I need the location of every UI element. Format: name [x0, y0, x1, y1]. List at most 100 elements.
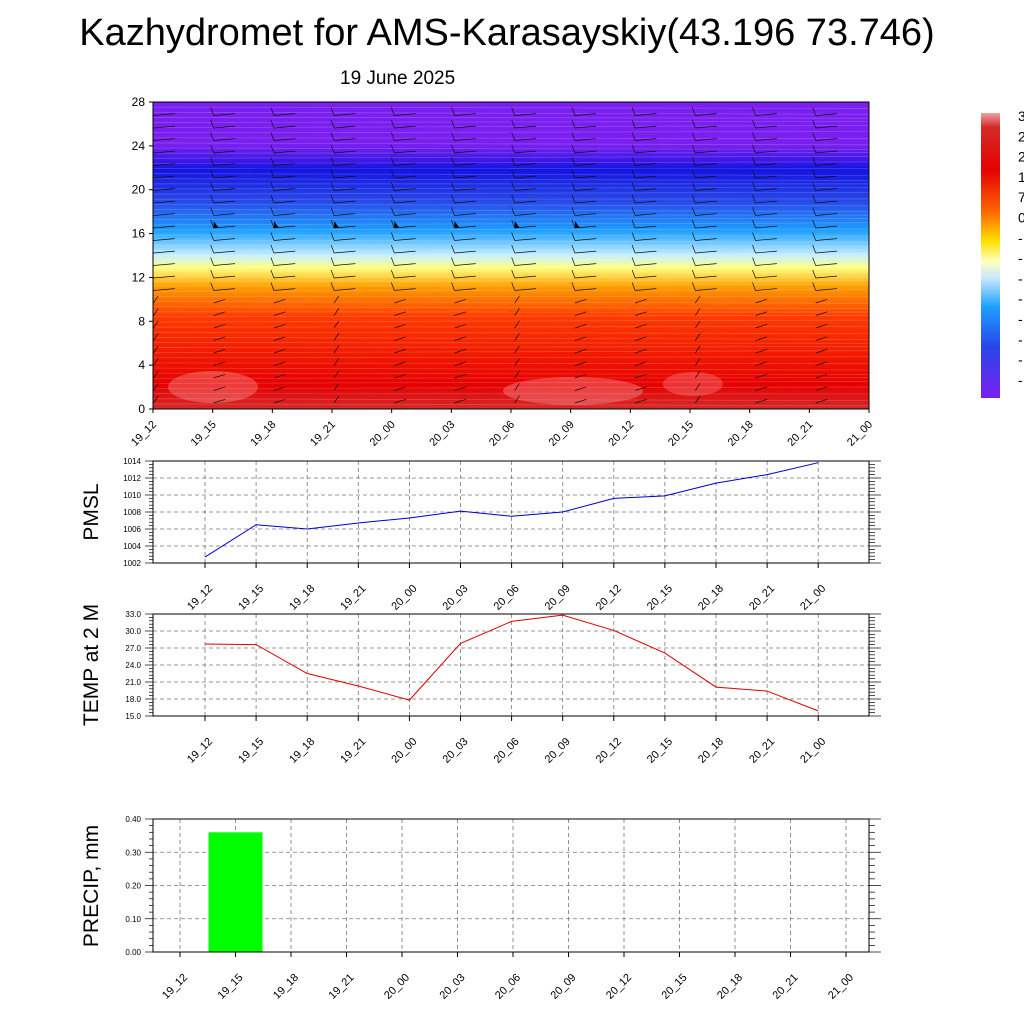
wind-barb: [635, 175, 657, 179]
wind-barb: [394, 113, 416, 116]
wind-barb-feather: [390, 207, 395, 216]
wind-barb: [635, 125, 657, 129]
wind-barb-feather: [571, 232, 576, 241]
contour-line: [153, 367, 869, 371]
wind-barb: [273, 263, 296, 266]
wind-barb: [273, 288, 296, 291]
wind-barb: [213, 361, 226, 366]
wind-barb: [333, 320, 340, 329]
x-tick-label: 20_06: [492, 583, 522, 613]
wind-barb-feather: [812, 269, 817, 279]
wind-barb: [755, 238, 777, 241]
x-tick-label: 19_15: [236, 736, 266, 766]
wind-barb-feather: [571, 157, 576, 166]
wind-barb: [815, 213, 838, 216]
wind-barb: [635, 263, 657, 266]
x-tick-label: 20_06: [492, 736, 522, 766]
y-tick-label: 1008: [123, 508, 141, 517]
x-tick-label: 20_00: [389, 736, 419, 766]
wind-barb-feather: [451, 282, 455, 291]
wind-barb: [454, 200, 476, 204]
wind-barb: [394, 361, 406, 366]
wind-barb: [876, 358, 881, 365]
wind-barb-feather: [511, 257, 516, 266]
wind-barb: [454, 175, 476, 179]
wind-barb: [454, 398, 467, 404]
wind-barb-feather: [390, 107, 395, 116]
wind-barb-feather: [451, 244, 455, 254]
wind-barb-feather: [210, 194, 215, 204]
wind-barb: [755, 125, 777, 129]
wind-barb-feather: [752, 282, 756, 291]
series-line: [204, 614, 819, 712]
wind-barb: [153, 308, 159, 316]
wind-barb: [574, 238, 597, 241]
wind-barb-feather: [571, 257, 576, 266]
contour-line: [153, 326, 869, 328]
wind-barb-feather: [752, 144, 756, 154]
wind-barb: [334, 163, 356, 166]
wind-barb-feather: [812, 219, 817, 229]
y-tick-label: 1012: [123, 474, 141, 483]
wind-barb-feather: [752, 269, 756, 279]
contour-line: [153, 106, 869, 109]
wind-barb-feather: [210, 244, 215, 254]
wind-barb: [213, 200, 236, 204]
wind-barb-feather: [752, 244, 756, 254]
wind-barb: [273, 213, 296, 216]
wind-barb-feather: [691, 207, 696, 216]
wind-barb: [815, 175, 838, 179]
wind-barb: [153, 213, 175, 216]
wind-barb-feather: [270, 119, 275, 129]
contour-line: [153, 125, 869, 128]
wind-barb: [815, 225, 838, 229]
wind-barb: [876, 239, 897, 241]
wind-barb: [454, 238, 476, 241]
contour-line: [153, 121, 869, 123]
x-tick-label: 20_03: [441, 583, 471, 613]
wind-barb-feather: [330, 182, 335, 191]
wind-barb: [695, 345, 701, 354]
warm-core: [168, 371, 258, 403]
wind-barb: [213, 373, 226, 379]
colorbar-label: 7: [1018, 189, 1024, 205]
wind-barb: [394, 213, 416, 216]
wind-barb: [153, 175, 175, 179]
x-tick-label: 20_12: [594, 736, 624, 766]
wind-barb-feather: [873, 195, 876, 203]
wind-barb: [273, 163, 296, 166]
wind-barb: [574, 311, 587, 316]
wind-barb: [755, 188, 777, 191]
wind-barb: [574, 200, 597, 204]
wind-barb: [454, 150, 476, 154]
y-tick-label: 18.0: [125, 695, 141, 704]
wind-barb: [635, 213, 657, 216]
wind-barb-feather: [451, 207, 455, 216]
wind-barb-feather: [571, 182, 576, 191]
wind-barb: [454, 213, 476, 216]
wind-barb: [755, 336, 768, 341]
wind-barb: [213, 275, 236, 279]
wind-barb-feather: [631, 157, 636, 166]
wind-barb: [755, 348, 768, 354]
wind-barb-feather: [691, 132, 696, 141]
wind-barb: [695, 138, 717, 141]
wind-barb: [574, 188, 597, 191]
wind-barb-feather: [812, 157, 817, 166]
wind-barb: [333, 345, 340, 354]
precip-panel: 0.00 0.10 0.20 0.30 0.40 19_12 19_15 19_18 19_21…: [80, 815, 881, 1002]
contour-line: [153, 249, 869, 251]
wind-barb: [514, 175, 537, 179]
wind-barb: [153, 395, 159, 404]
wind-barb: [695, 175, 717, 179]
wind-barb-feather: [210, 207, 215, 216]
wind-barb-feather: [691, 244, 696, 254]
wind-barb: [755, 298, 768, 304]
contour-line: [153, 372, 869, 375]
precip-bar: [208, 832, 263, 952]
wind-barb: [815, 163, 838, 166]
wind-barb: [876, 201, 897, 203]
wind-barb: [454, 188, 476, 191]
y-tick-label: 24: [132, 139, 146, 153]
wind-barb: [514, 113, 537, 116]
